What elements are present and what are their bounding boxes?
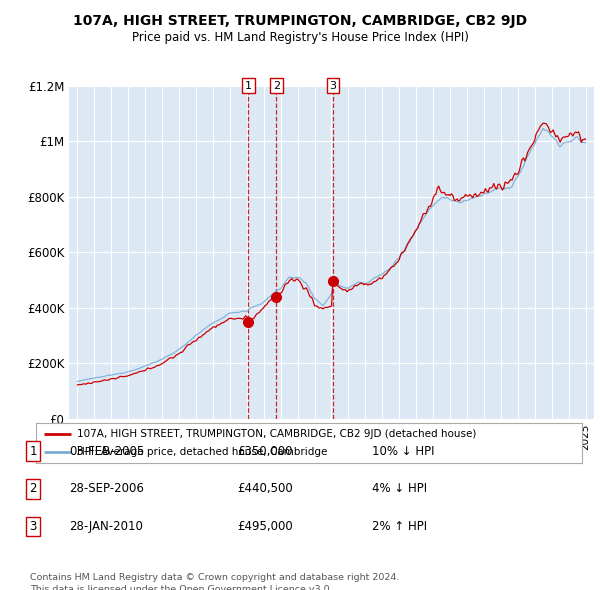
Text: 03-FEB-2005: 03-FEB-2005 [69,444,144,458]
Text: 28-JAN-2010: 28-JAN-2010 [69,520,143,533]
Text: 28-SEP-2006: 28-SEP-2006 [69,482,144,496]
Text: 1: 1 [245,81,252,90]
Text: Contains HM Land Registry data © Crown copyright and database right 2024.
This d: Contains HM Land Registry data © Crown c… [30,573,400,590]
Text: £350,000: £350,000 [237,444,293,458]
Text: 1: 1 [29,444,37,458]
Text: 3: 3 [329,81,337,90]
Text: 2: 2 [29,482,37,496]
Text: HPI: Average price, detached house, Cambridge: HPI: Average price, detached house, Camb… [77,447,328,457]
Text: 10% ↓ HPI: 10% ↓ HPI [372,444,434,458]
Text: 3: 3 [29,520,37,533]
Text: £495,000: £495,000 [237,520,293,533]
Text: 4% ↓ HPI: 4% ↓ HPI [372,482,427,496]
Text: 2% ↑ HPI: 2% ↑ HPI [372,520,427,533]
Text: £440,500: £440,500 [237,482,293,496]
Text: Price paid vs. HM Land Registry's House Price Index (HPI): Price paid vs. HM Land Registry's House … [131,31,469,44]
Text: 107A, HIGH STREET, TRUMPINGTON, CAMBRIDGE, CB2 9JD: 107A, HIGH STREET, TRUMPINGTON, CAMBRIDG… [73,14,527,28]
Text: 107A, HIGH STREET, TRUMPINGTON, CAMBRIDGE, CB2 9JD (detached house): 107A, HIGH STREET, TRUMPINGTON, CAMBRIDG… [77,429,476,439]
Text: 2: 2 [273,81,280,90]
